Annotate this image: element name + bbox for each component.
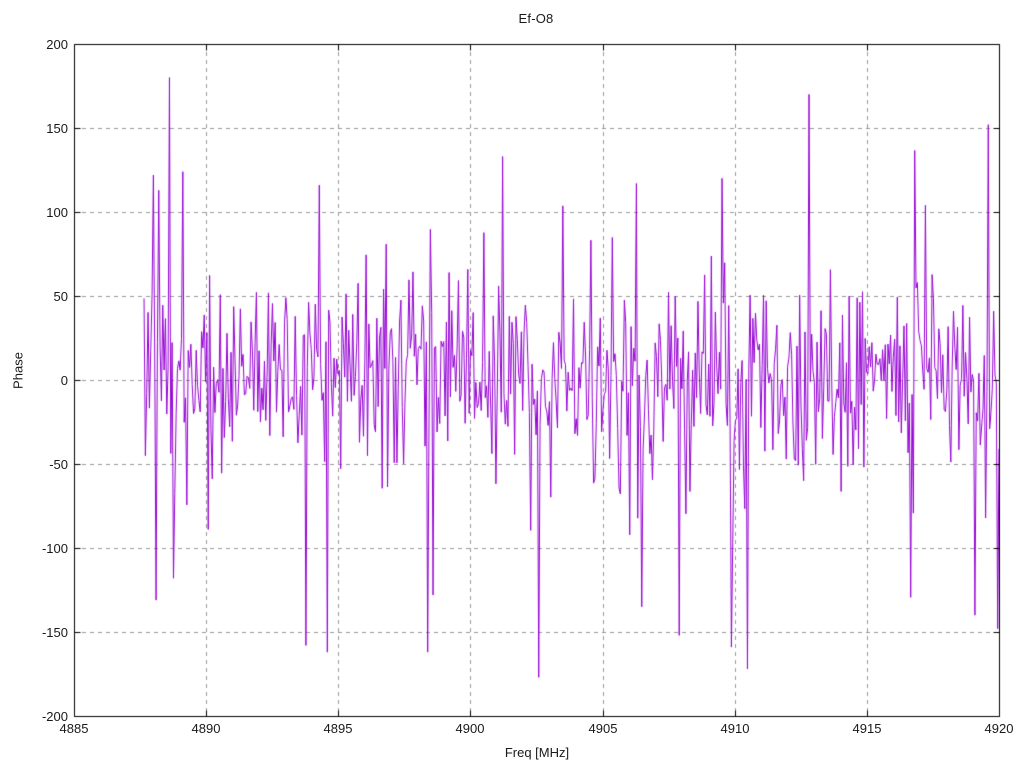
x-tick-label-4905: 4905 xyxy=(588,721,618,736)
x-tick-label-4900: 4900 xyxy=(455,721,485,736)
x-tick-label-4895: 4895 xyxy=(323,721,353,736)
y-tick-label-neg200: -200 xyxy=(41,709,68,724)
y-axis-ticks: 200 150 100 50 0 -50 -100 -150 -200 xyxy=(0,0,68,768)
y-axis-title: Phase xyxy=(10,352,26,389)
x-tick-label-4910: 4910 xyxy=(720,721,750,736)
x-tick-label-4885: 4885 xyxy=(59,721,89,736)
x-axis-title: Freq [MHz] xyxy=(504,745,570,760)
y-tick-label-50: 50 xyxy=(53,289,68,304)
y-tick-label-200: 200 xyxy=(46,37,68,52)
x-tick-label-4890: 4890 xyxy=(191,721,221,736)
x-tick-label-4915: 4915 xyxy=(852,721,882,736)
y-tick-label-100: 100 xyxy=(46,205,68,220)
x-tick-label-4920: 4920 xyxy=(984,721,1014,736)
y-tick-label-neg100: -100 xyxy=(41,541,68,556)
y-tick-label-neg50: -50 xyxy=(49,457,68,472)
y-tick-label-neg150: -150 xyxy=(41,625,68,640)
y-tick-label-150: 150 xyxy=(46,121,68,136)
y-tick-label-0: 0 xyxy=(60,373,68,388)
